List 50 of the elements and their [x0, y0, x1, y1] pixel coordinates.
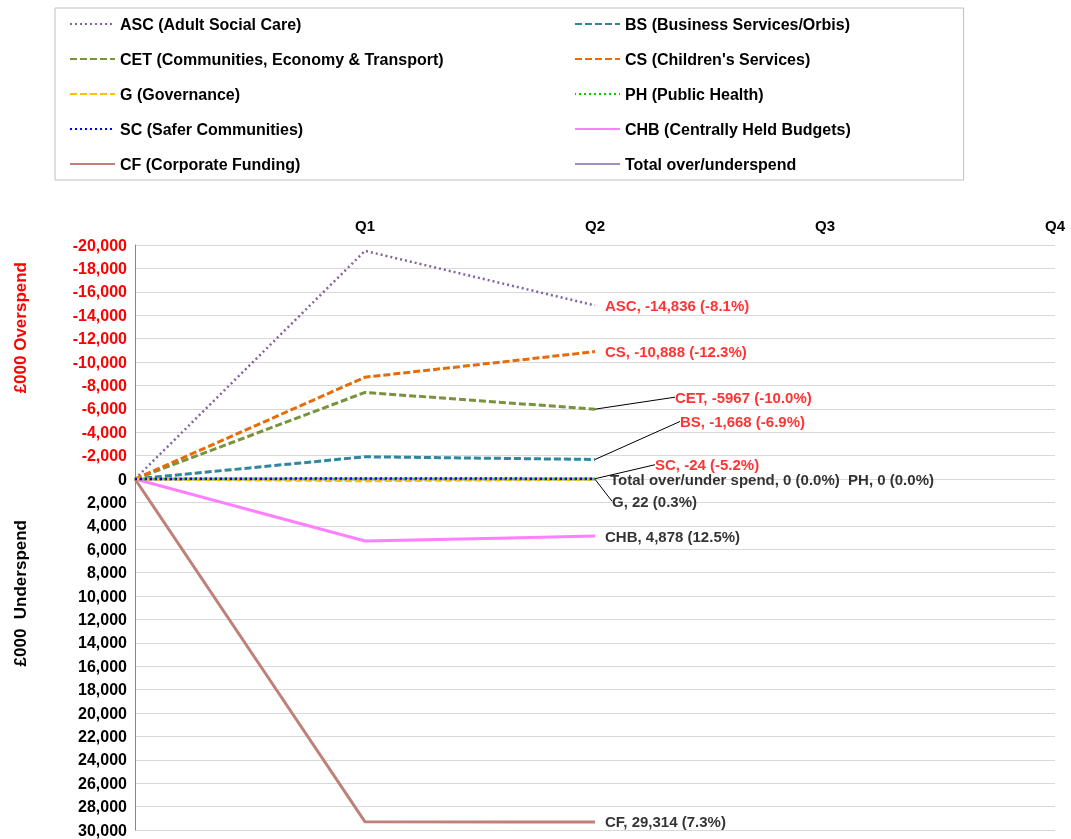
x-tick-label: Q2 — [584, 217, 606, 234]
y-tick-label: -20,000 — [72, 236, 128, 254]
annotation: CF, 29,314 (7.3%) — [605, 813, 726, 831]
legend-label: ASC (Adult Social Care) — [120, 15, 302, 33]
legend-label: PH (Public Health) — [625, 85, 764, 103]
annotation: G, 22 (0.3%) — [612, 492, 698, 510]
y-tick-label: 22,000 — [78, 727, 128, 745]
y-tick-label: -10,000 — [72, 353, 128, 371]
y-tick-label: -14,000 — [72, 306, 128, 324]
y-tick-label: 12,000 — [78, 610, 128, 628]
y-tick-label: 0 — [118, 470, 128, 488]
legend-label: CS (Children's Services) — [625, 50, 811, 68]
annotation: ASC, -14,836 (-8.1%) — [605, 296, 750, 314]
y-tick-label: 28,000 — [78, 798, 128, 816]
y-tick-label: 16,000 — [78, 657, 128, 675]
legend-label: Total over/underspend — [625, 155, 797, 173]
y-tick-label: -12,000 — [72, 330, 128, 348]
annotation: CS, -10,888 (-12.3%) — [605, 343, 747, 361]
x-tick-label: Q1 — [354, 217, 376, 234]
y-tick-label: 4,000 — [86, 517, 128, 535]
y-axis-title: £000 Underspend — [11, 519, 30, 667]
legend-label: BS (Business Services/Orbis) — [625, 15, 850, 33]
y-tick-label: 2,000 — [86, 493, 128, 511]
y-tick-label: -4,000 — [81, 423, 128, 441]
x-tick-label: Q4 — [1044, 217, 1066, 234]
legend-label: CHB (Centrally Held Budgets) — [625, 120, 851, 138]
annotation: SC, -24 (-5.2%) — [655, 456, 760, 474]
y-tick-label: -6,000 — [81, 400, 128, 418]
y-tick-label: -8,000 — [81, 376, 128, 394]
y-tick-label: 10,000 — [78, 587, 128, 605]
y-tick-label: 8,000 — [86, 564, 128, 582]
y-tick-label: 6,000 — [86, 540, 128, 558]
legend-label: G (Governance) — [120, 85, 241, 103]
annotation: CHB, 4,878 (12.5%) — [605, 527, 741, 545]
y-tick-label: 20,000 — [78, 704, 128, 722]
annotation: CET, -5967 (-10.0%) — [675, 388, 812, 406]
y-tick-label: -16,000 — [72, 283, 128, 301]
y-tick-label: -18,000 — [72, 259, 128, 277]
y-tick-label: -2,000 — [81, 447, 128, 465]
y-tick-label: 30,000 — [78, 821, 128, 839]
legend-label: CF (Corporate Funding) — [120, 155, 301, 173]
x-tick-label: Q3 — [814, 217, 836, 234]
legend-label: SC (Safer Communities) — [120, 120, 304, 138]
y-tick-label: 14,000 — [78, 634, 128, 652]
y-tick-label: 18,000 — [78, 681, 128, 699]
y-tick-label: 24,000 — [78, 751, 128, 769]
annotation: BS, -1,668 (-6.9%) — [680, 412, 806, 430]
text: £000 Overspend — [11, 261, 30, 394]
legend-label: CET (Communities, Economy & Transport) — [120, 50, 444, 68]
y-tick-label: 26,000 — [78, 774, 128, 792]
